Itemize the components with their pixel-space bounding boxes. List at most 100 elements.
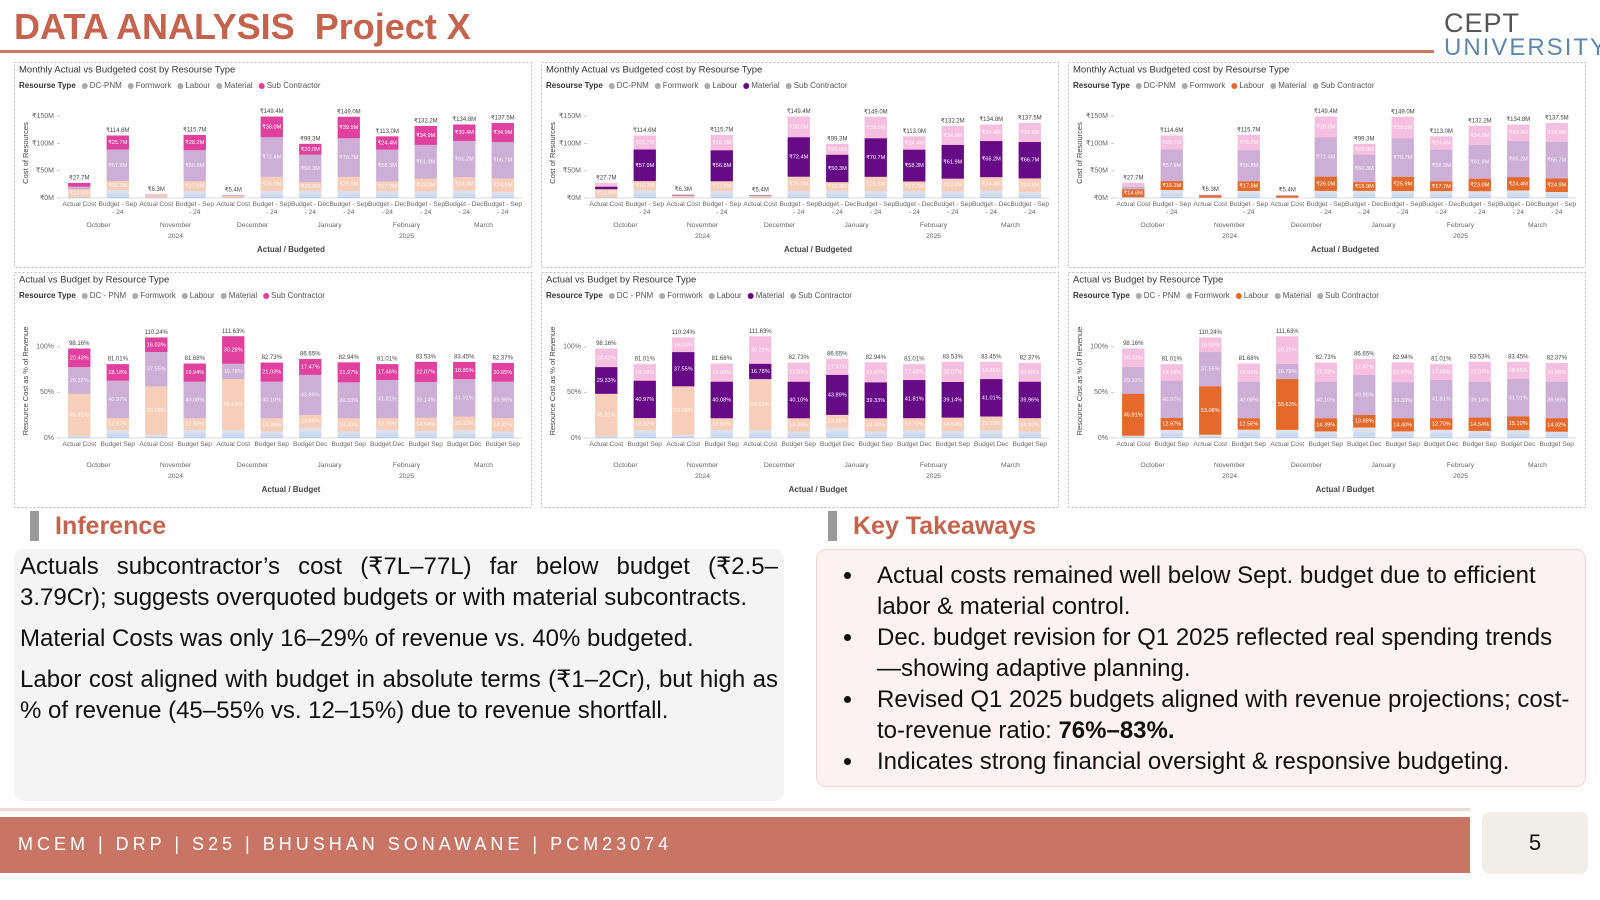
- segment-label: ₹28.2M: [185, 139, 204, 146]
- segment-label: 12.97%: [635, 421, 654, 427]
- x-tick-label: Actual Cost: [743, 441, 778, 448]
- month-label: November: [1214, 462, 1246, 469]
- bar-segment: [1468, 178, 1491, 192]
- x-tick-box: Actual Cost: [216, 201, 250, 208]
- segment-label: 43.89%: [1355, 392, 1374, 398]
- segment-label: 19.94%: [1239, 370, 1258, 376]
- x-tick-box: Budget Sep: [936, 441, 970, 448]
- bar-segment: [106, 418, 129, 430]
- bar-segment: [1545, 192, 1568, 195]
- bar-segment: [414, 417, 437, 431]
- bar-segment: [826, 427, 849, 433]
- x-tick-label: Actual Cost: [62, 441, 97, 448]
- legend-label: Formwork: [1194, 291, 1231, 300]
- legend-label: Sub Contractor: [794, 81, 848, 90]
- bar-segment: [903, 136, 926, 150]
- x-tick-label: Budget - Sep - 24: [1306, 201, 1346, 216]
- bar-segment: [414, 178, 437, 192]
- segment-label: ₹57.9M: [1162, 162, 1181, 169]
- x-tick-box: Budget Sep: [332, 441, 366, 448]
- total-label: ₹113.0M: [1430, 128, 1453, 135]
- x-tick-label: Budget - Sep - 24: [625, 201, 665, 216]
- segment-label: 30.28%: [224, 347, 243, 353]
- total-label: 86.65%: [827, 352, 848, 358]
- x-tick-box: Budget - Dec - 24: [895, 201, 934, 216]
- bar-segment: [68, 435, 91, 437]
- segment-label: 39.96%: [1547, 397, 1566, 403]
- total-label: ₹149.4M: [260, 108, 284, 115]
- bar-segment: [941, 381, 964, 418]
- segment-label: 40.97%: [108, 397, 127, 403]
- bar-segment: [980, 416, 1003, 431]
- bar-segment: [1122, 348, 1145, 368]
- takeaway-text: Actual costs remained well below Sept. b…: [877, 562, 1536, 620]
- month-label: January: [317, 222, 342, 229]
- segment-label: ₹34.9M: [1547, 129, 1566, 136]
- bar-segment: [595, 186, 618, 190]
- bar-segment: [710, 181, 733, 191]
- segment-label: ₹25.9M: [866, 180, 885, 187]
- bar-segment: [826, 374, 849, 415]
- legend-label: Labour: [185, 81, 210, 90]
- bar-segment: [1468, 144, 1491, 179]
- segment-label: ₹66.2M: [1509, 156, 1528, 163]
- x-tick-label: Budget - Sep - 24: [1010, 201, 1050, 216]
- segment-label: 14.92%: [1020, 422, 1039, 428]
- bar-segment: [1391, 434, 1414, 438]
- x-tick-label: Budget - Dec - 24: [1345, 201, 1384, 216]
- bar-segment: [1430, 191, 1453, 195]
- segment-label: 17.46%: [1432, 370, 1451, 376]
- total-label: 83.45%: [1508, 354, 1529, 360]
- x-tick-box: Actual Cost: [62, 441, 97, 448]
- bar-segment: [1507, 193, 1530, 198]
- bar-segment: [1545, 381, 1568, 419]
- x-tick-label: Budget - Sep - 24: [1383, 201, 1423, 216]
- bar-segment: [1391, 176, 1414, 191]
- x-tick-box: Budget - Dec - 24: [368, 201, 406, 216]
- bar-segment: [1353, 432, 1376, 438]
- x-tick-label: Budget Sep: [1012, 441, 1047, 448]
- legend-label: Material: [1278, 81, 1307, 90]
- bar-segment: [1353, 182, 1376, 191]
- bar-segment: [1353, 194, 1376, 198]
- segment-label: ₹17.8M: [1239, 183, 1258, 190]
- inference-paragraph: Actuals subcontractor’s cost (₹7L–77L) f…: [20, 553, 778, 611]
- x-tick-label: Budget - Dec - 24: [895, 201, 934, 216]
- bar-segment: [787, 116, 810, 138]
- total-label: 82.73%: [262, 355, 283, 361]
- bar-segment: [1353, 427, 1376, 433]
- legend-label: DC-PNM: [617, 81, 649, 90]
- takeaway-text: Dec. budget revision for Q1 2025 reflect…: [877, 624, 1553, 682]
- bar-segment: [1314, 116, 1337, 138]
- total-label: 110.24%: [672, 330, 696, 336]
- y-tick-label: ₹50M: [1090, 167, 1108, 175]
- y-tick-label: 0%: [44, 435, 54, 442]
- total-label: 111.63%: [222, 329, 245, 335]
- x-tick-label: Budget - Sep - 24: [933, 201, 973, 216]
- bar-segment: [453, 190, 476, 194]
- x-tick-label: Budget Dec: [897, 441, 932, 448]
- bar-segment: [453, 361, 476, 380]
- x-tick-label: Budget Sep: [704, 441, 739, 448]
- bar-segment: [1507, 177, 1530, 191]
- bar-segment: [787, 381, 810, 419]
- bar-segment: [826, 154, 849, 183]
- bar-segment: [633, 135, 656, 150]
- legend-marker: [1186, 293, 1193, 299]
- segment-label: 29.33%: [1124, 378, 1143, 384]
- bar-segment: [453, 416, 476, 431]
- x-tick-box: Budget - Sep - 24: [176, 201, 215, 216]
- x-tick-label: Budget Sep: [1308, 441, 1343, 448]
- bar-segment: [1507, 416, 1530, 431]
- bar-segment: [903, 433, 926, 438]
- bar-segment: [1160, 380, 1183, 419]
- segment-label: ₹34.9M: [416, 132, 435, 139]
- segment-label: ₹25.7M: [1162, 139, 1181, 146]
- legend-label: Material: [1283, 291, 1312, 300]
- x-tick-box: Budget - Sep - 24: [484, 201, 523, 216]
- bar-segment: [453, 430, 476, 434]
- segment-label: ₹50.3M: [301, 165, 320, 172]
- takeaway-text: Indicates strong financial oversight & r…: [877, 748, 1510, 775]
- bar-segment: [980, 124, 1003, 142]
